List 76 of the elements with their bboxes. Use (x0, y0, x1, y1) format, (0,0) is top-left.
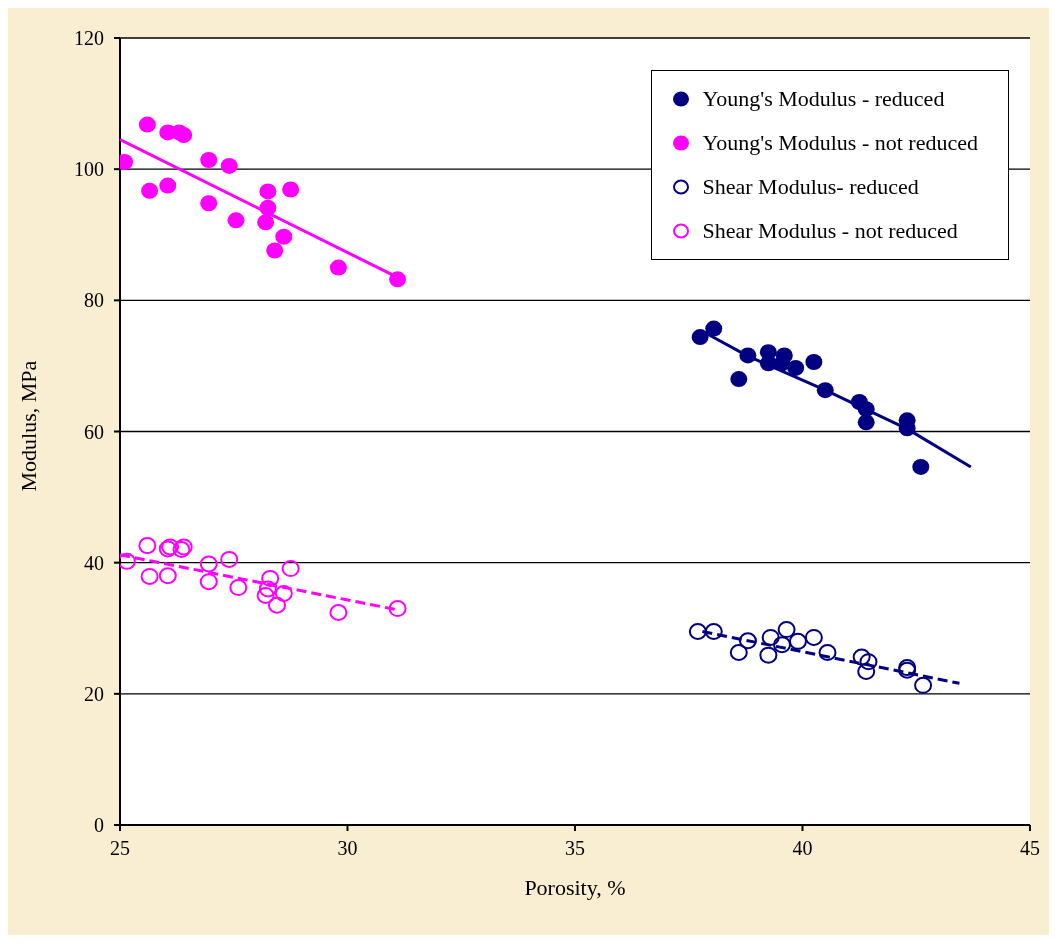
x-tick-label: 25 (110, 837, 130, 860)
x-axis-title: Porosity, % (524, 875, 626, 900)
point (857, 414, 875, 431)
point (691, 329, 709, 346)
point (267, 596, 286, 614)
x-tick-label: 45 (1020, 837, 1040, 860)
point (914, 676, 933, 694)
point (388, 600, 407, 618)
point (759, 355, 777, 372)
point (199, 573, 218, 591)
x-tick-label: 30 (337, 837, 358, 860)
point (138, 116, 156, 133)
point (773, 636, 792, 654)
point (199, 555, 218, 573)
point (804, 628, 823, 646)
point (759, 646, 778, 664)
point (256, 586, 275, 604)
point (816, 382, 834, 399)
point (140, 567, 159, 585)
point (175, 127, 193, 144)
point (688, 623, 707, 641)
point (389, 271, 407, 288)
point (158, 567, 177, 585)
legend-label: Shear Modulus- reduced (702, 173, 919, 201)
x-tick-label: 35 (565, 837, 585, 860)
point (329, 604, 348, 622)
point (761, 628, 780, 646)
point (852, 648, 871, 666)
point (200, 195, 218, 212)
point (912, 458, 930, 475)
point (282, 181, 300, 198)
point (777, 621, 796, 639)
point (159, 177, 177, 194)
y-tick-label: 60 (84, 420, 104, 443)
point (259, 199, 277, 216)
point (730, 371, 748, 388)
point (261, 569, 280, 587)
point (200, 151, 218, 168)
point (220, 550, 239, 568)
point (138, 537, 157, 555)
legend-label: Young's Modulus - not reduced (702, 129, 978, 157)
point (275, 228, 293, 245)
y-tick-label: 80 (84, 289, 104, 312)
point (266, 242, 284, 259)
y-tick-label: 120 (74, 27, 104, 50)
point (729, 644, 748, 662)
point (274, 584, 293, 602)
point (738, 632, 757, 650)
point (704, 623, 723, 641)
y-tick-label: 100 (74, 158, 104, 181)
point (141, 182, 159, 199)
point (220, 157, 238, 174)
legend-label: Shear Modulus - not reduced (702, 217, 958, 245)
point (739, 347, 757, 364)
point (859, 653, 878, 671)
point (257, 214, 275, 231)
point (258, 580, 277, 598)
x-tick-label: 40 (792, 837, 813, 860)
point (805, 353, 823, 370)
point (818, 644, 837, 662)
point (229, 579, 248, 597)
point (857, 663, 876, 681)
point (857, 401, 875, 418)
point (227, 212, 245, 229)
legend-label: Young's Modulus - reduced (702, 85, 945, 113)
point (787, 359, 805, 376)
point (705, 320, 723, 337)
point (259, 183, 277, 200)
y-tick-label: 0 (94, 814, 104, 837)
point (329, 259, 347, 276)
point (788, 632, 807, 650)
y-tick-label: 20 (84, 682, 104, 705)
y-tick-label: 40 (84, 551, 104, 574)
point (773, 355, 791, 372)
y-axis-title: Modulus, MPa (15, 360, 41, 492)
point (281, 560, 300, 578)
